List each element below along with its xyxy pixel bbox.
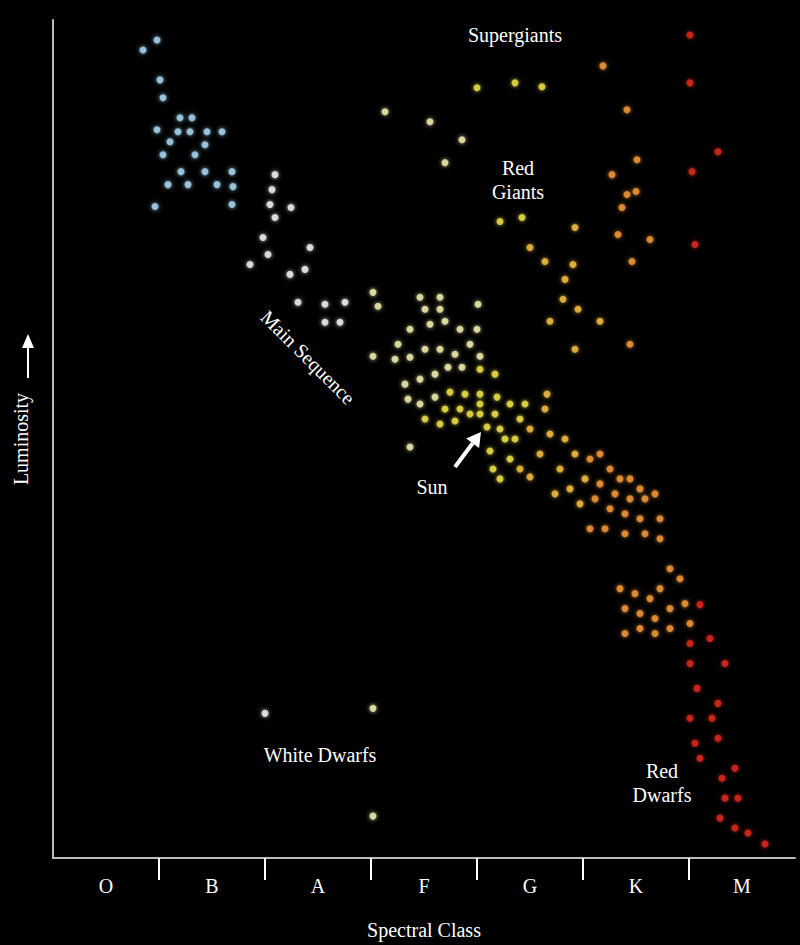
svg-text:Spectral Class: Spectral Class: [367, 919, 481, 942]
svg-text:O: O: [99, 875, 113, 897]
svg-text:F: F: [418, 875, 429, 897]
svg-text:B: B: [205, 875, 218, 897]
svg-text:Supergiants: Supergiants: [468, 24, 562, 47]
svg-text:Sun: Sun: [416, 476, 447, 498]
svg-text:Red: Red: [502, 157, 534, 179]
svg-text:M: M: [733, 875, 751, 897]
svg-text:A: A: [311, 875, 326, 897]
svg-text:Luminosity: Luminosity: [10, 393, 33, 485]
svg-text:White Dwarfs: White Dwarfs: [264, 744, 377, 766]
svg-text:Red: Red: [646, 760, 678, 782]
svg-text:Dwarfs: Dwarfs: [633, 784, 692, 806]
svg-text:Main Sequence: Main Sequence: [256, 306, 360, 410]
svg-text:K: K: [629, 875, 644, 897]
svg-text:Giants: Giants: [492, 181, 544, 203]
svg-text:G: G: [523, 875, 537, 897]
